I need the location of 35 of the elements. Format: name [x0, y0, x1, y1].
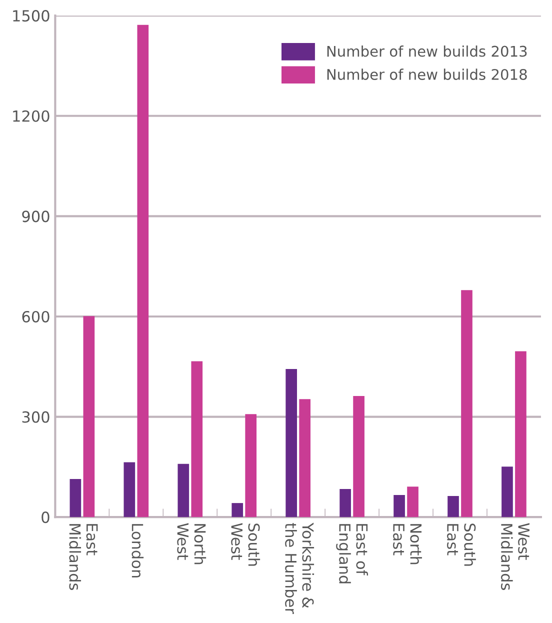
x-tick-label: North East	[393, 524, 422, 564]
bar	[245, 414, 257, 518]
y-tick-label: 0	[42, 512, 50, 524]
bar	[448, 496, 459, 518]
x-tick-label: South East	[447, 524, 476, 566]
y-tick-label: 1200	[13, 110, 50, 122]
bar	[353, 396, 364, 518]
bar	[515, 351, 526, 518]
bar	[299, 399, 310, 518]
x-tick-label: London	[132, 524, 144, 578]
bar	[137, 24, 149, 518]
y-tick-label: 900	[22, 210, 50, 222]
bar	[286, 368, 297, 518]
legend-label: Number of new builds 2018	[327, 68, 527, 80]
y-tick-label: 600	[22, 310, 50, 323]
bar	[83, 316, 95, 518]
x-tick-label: South West	[231, 523, 260, 566]
bar	[70, 478, 82, 518]
x-tick-label: West Midlands	[500, 523, 530, 590]
bar	[394, 495, 405, 518]
bar	[502, 466, 513, 518]
bar	[407, 486, 418, 518]
bar	[124, 462, 136, 518]
bar	[340, 489, 351, 518]
bar	[191, 361, 203, 518]
x-tick-label: East of England	[336, 524, 368, 584]
bar	[232, 503, 244, 518]
x-tick-label: North West	[177, 523, 206, 564]
y-tick-label: 1500	[13, 10, 50, 22]
x-tick-label: Yorkshire & the Humber	[285, 522, 314, 614]
bar	[178, 464, 190, 518]
bar	[461, 290, 472, 518]
y-tick-label: 300	[22, 411, 50, 423]
legend-label: Number of new builds 2013	[327, 46, 527, 57]
x-tick-label: East Midlands	[69, 524, 98, 590]
